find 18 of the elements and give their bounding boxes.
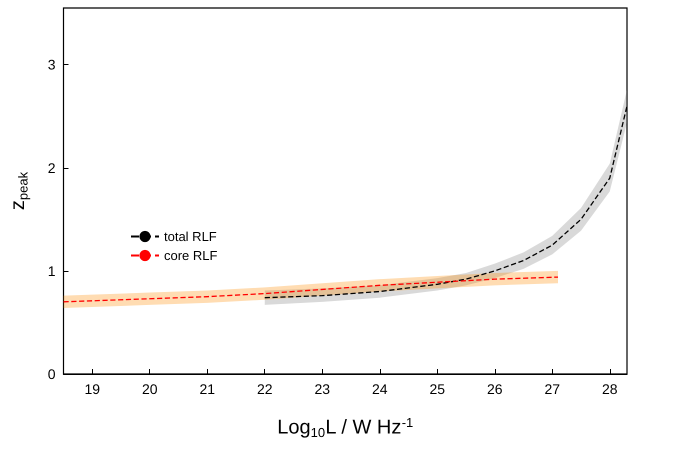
x-tick-label: 19 [84, 381, 100, 397]
x-tick-label: 26 [486, 381, 503, 397]
legend-label: core RLF [164, 248, 218, 263]
line-series [62, 276, 559, 302]
x-tick-label: 24 [372, 381, 388, 397]
x-tick-label: 28 [602, 381, 618, 397]
legend-label: total RLF [164, 229, 217, 244]
x-tick-label: 25 [429, 381, 446, 397]
y-tick-label: 1 [48, 262, 56, 279]
x-tick-label: 22 [256, 381, 273, 397]
y-tick-label: 0 [48, 366, 56, 382]
y-tick-label: 2 [48, 160, 56, 176]
y-tick-label: 3 [48, 56, 56, 73]
x-tick-label: 21 [199, 381, 216, 397]
x-tick-label: 27 [544, 381, 560, 397]
y-axis-title: zpeak [7, 171, 30, 210]
x-tick-label: 20 [142, 381, 158, 397]
x-tick-label: 23 [314, 381, 330, 397]
